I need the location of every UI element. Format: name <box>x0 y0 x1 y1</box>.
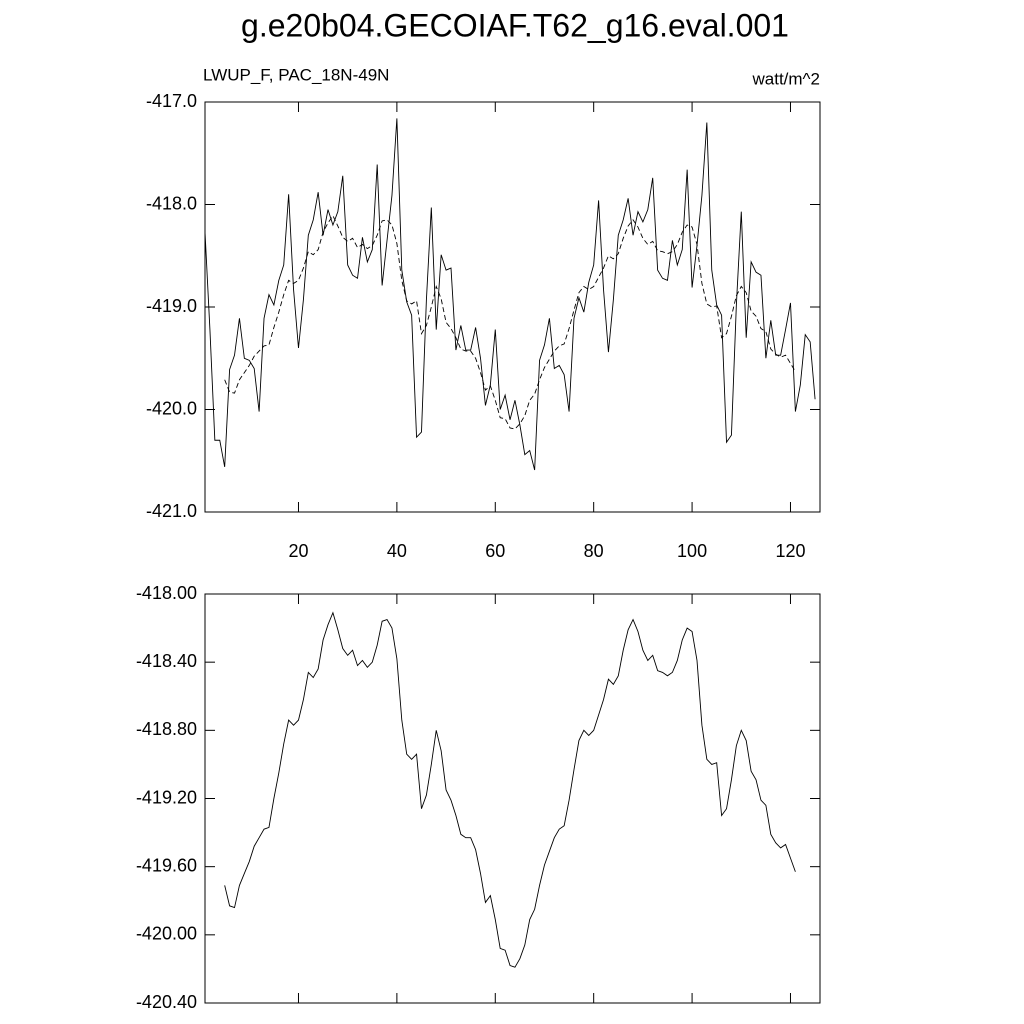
y-tick-label: -419.60 <box>136 855 197 875</box>
x-tick-label: 100 <box>677 541 707 561</box>
y-tick-label: -418.00 <box>136 583 197 603</box>
y-tick-label: -420.40 <box>136 992 197 1012</box>
plot-frame <box>204 101 821 513</box>
data-line <box>224 611 796 968</box>
y-tick-label: -420.00 <box>136 924 197 944</box>
data-line <box>224 214 796 430</box>
y-tick-label: -418.80 <box>136 719 197 739</box>
units-label: watt/m^2 <box>752 69 821 88</box>
y-tick-label: -419.0 <box>146 296 197 316</box>
y-tick-label: -419.20 <box>136 787 197 807</box>
x-tick-label: 40 <box>387 541 407 561</box>
y-tick-label: -418.0 <box>146 193 197 213</box>
left-subtitle: LWUP_F, PAC_18N-49N <box>203 65 389 84</box>
y-tick-label: -418.40 <box>136 651 197 671</box>
y-tick-label: -421.0 <box>146 501 197 521</box>
x-tick-label: 120 <box>775 541 805 561</box>
plot-frame <box>204 593 821 1004</box>
y-tick-label: -417.0 <box>146 91 197 111</box>
data-line <box>204 118 816 471</box>
x-tick-label: 20 <box>288 541 308 561</box>
y-tick-label: -420.0 <box>146 398 197 418</box>
chart-title: g.e20b04.GECOIAF.T62_g16.eval.001 <box>241 7 789 43</box>
x-tick-label: 80 <box>584 541 604 561</box>
x-tick-label: 60 <box>485 541 505 561</box>
